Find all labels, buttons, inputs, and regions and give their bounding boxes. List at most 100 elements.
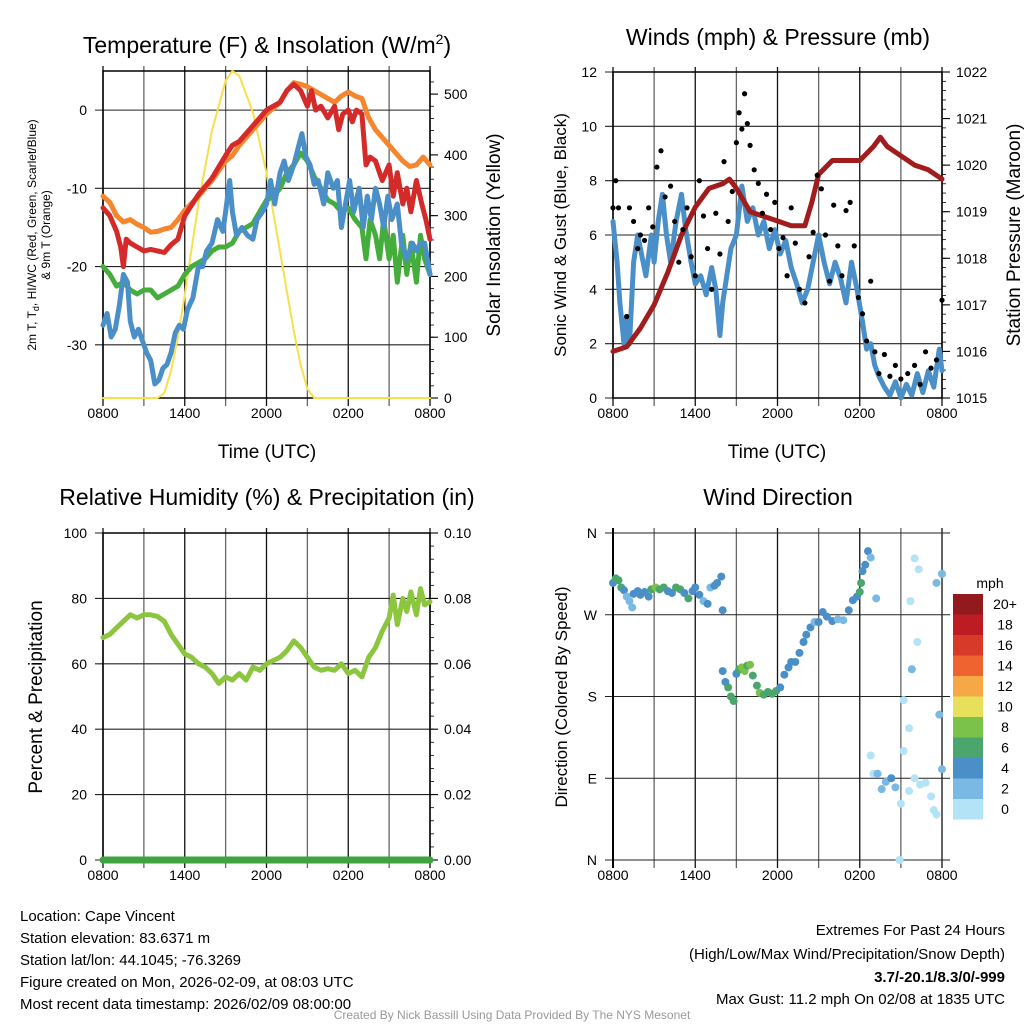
wind-direction-point [899,747,908,755]
right-y-tick-label: 0.02 [444,787,471,803]
gust-point [684,205,690,211]
y-tick-label: N [587,525,597,541]
right-y-tick-label: 1021 [956,111,987,127]
gust-point [872,349,878,355]
right-y-tick-label: 0.06 [444,656,471,672]
y-tick-label: 8 [589,173,597,189]
gust-point [725,218,731,225]
gust-point [802,300,808,306]
wind-direction-point [695,590,704,599]
gust-point [768,226,774,233]
gust-point [851,243,857,249]
wind-direction-point [644,592,653,601]
right-y-tick-label: 1022 [956,64,987,80]
gust-point [688,254,694,260]
wind-direction-point [861,560,870,569]
dewpoint-line [100,150,433,301]
y-tick-label: 12 [581,64,597,80]
gust-point [759,210,766,216]
gust-point [810,229,816,235]
insolation-y-axis-title: Solar Insolation (Yellow) [484,133,505,336]
colorbar-swatch [953,696,983,717]
colorbar-label: 20+ [993,596,1017,612]
max-gust-text: Max Gust: 11.2 mph On 02/08 at 1835 UTC [716,991,1005,1008]
speed-colorbar: 20+ 18 16 14 12 10 8 6 4 2 0 [953,594,1017,820]
y-tick-label: 6 [589,227,597,243]
extremes-info: Extremes For Past 24 Hours (High/Low/Max… [689,922,1005,1008]
colorbar-title: mph [976,575,1003,591]
wind-direction-point [910,774,919,783]
x-tick-label: 2000 [762,405,793,421]
gust-point [763,191,770,197]
x-tick-label: 0200 [844,867,875,883]
x-tick-label: 2000 [762,867,793,883]
x-tick-label: 2000 [251,867,282,883]
gust-point [876,370,882,377]
wind-direction-point [822,612,831,621]
wind-direction-point [921,778,930,787]
credit-text: Created By Nick Bassill Using Data Provi… [334,1008,691,1022]
gust-point [939,297,945,303]
y-tick-label: 60 [71,656,87,672]
wind-direction-point [684,594,693,603]
x-tick-label: 0800 [597,405,628,421]
x-tick-label: 0200 [333,405,364,421]
x-tick-label: 1400 [680,867,711,883]
right-y-tick-label: 100 [444,329,468,345]
gust-point [780,235,786,241]
y-tick-label: N [587,852,597,868]
gust-point [835,243,841,249]
y-tick-label: 0 [79,102,87,118]
colorbar-label: 0 [1001,801,1009,817]
wind-direction-point [614,576,623,585]
right-y-tick-label: 200 [444,268,468,284]
right-y-tick-label: 0 [444,390,452,406]
y-tick-label: W [584,607,598,623]
winds-panel-title: Winds (mph) & Pressure (mb) [626,24,930,50]
gust-point [646,205,652,211]
wind-direction-point [896,799,905,808]
gust-point [892,362,898,368]
right-y-tick-label: 500 [444,86,468,102]
gust-point [868,278,874,284]
wind-direction-point [718,667,727,676]
x-tick-label: 1400 [680,405,711,421]
wind-direction-point [748,671,757,680]
gust-point [624,313,630,320]
wind-direction-point [724,683,733,692]
wind-direction-point [887,774,896,783]
colorbar-label: 12 [997,678,1013,694]
wind-direction-point [873,769,882,778]
gust-point [847,199,853,205]
wind-direction-point [858,567,867,576]
extremes-title: Extremes For Past 24 Hours [816,922,1005,939]
colorbar-label: 8 [1001,719,1009,735]
direction-y-axis-title: Direction (Colored By Speed) [552,586,571,807]
sonic-wind-line [610,183,945,401]
colorbar-swatch [953,594,983,615]
wind-speed-y-axis-title: Sonic Wind & Gust (Blue, Black) [551,113,570,357]
wind-direction-point [667,588,676,597]
y-tick-label: -10 [67,180,87,196]
y-tick-label: 40 [71,721,87,737]
winds-plot: 0 2 4 6 8 10 12 1015 1016 1017 1018 1019 1020 1021 102… [581,64,987,421]
colorbar-label: 10 [997,699,1013,715]
wind-direction-point [776,683,785,692]
gust-point [776,245,782,252]
wind-direction-point [935,710,944,719]
wind-direction-point [938,569,946,578]
gust-point [700,213,707,219]
wind-direction-point [855,588,864,597]
gust-point [806,254,812,260]
x-tick-label: 0200 [333,867,364,883]
colorbar-label: 6 [1001,740,1009,756]
gust-point [814,172,820,178]
gust-point [933,357,940,363]
wind-direction-point [872,594,881,603]
gust-point [733,140,739,146]
x-tick-label: 0800 [414,867,445,883]
gust-point [826,278,833,284]
x-tick-label: 0800 [926,405,957,421]
gust-point [736,110,742,116]
